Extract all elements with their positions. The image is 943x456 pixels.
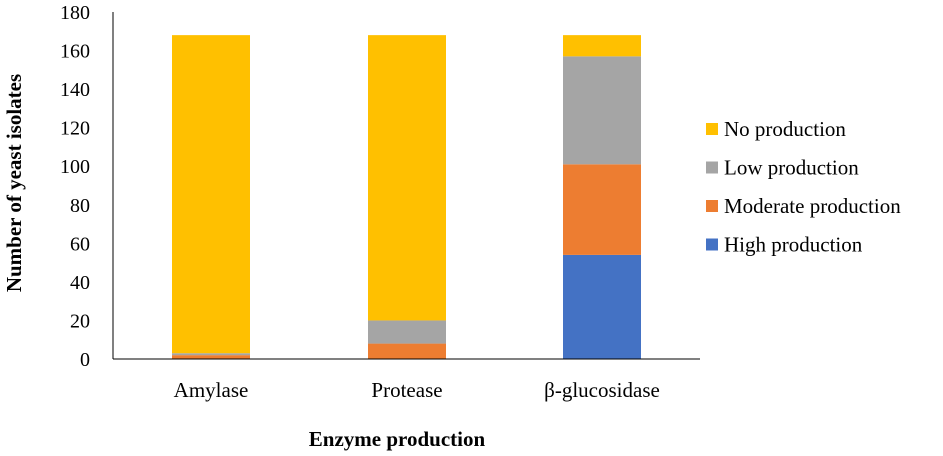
legend-swatch (706, 123, 718, 135)
y-tick-label: 140 (60, 79, 90, 101)
y-tick-label: 160 (60, 41, 90, 63)
legend-swatch (706, 161, 718, 174)
y-tick-label: 0 (80, 349, 90, 371)
legend-label: No production (724, 117, 846, 141)
y-tick-label: 40 (70, 272, 90, 294)
bar-segment (563, 164, 641, 255)
bar-segment (563, 35, 641, 57)
bar-segment (368, 320, 446, 344)
legend-label: High production (724, 233, 863, 257)
bar-segment (172, 35, 250, 354)
bars-layer (172, 35, 641, 359)
y-axis-title: Number of yeast isolates (2, 74, 26, 292)
y-tick-label: 100 (60, 156, 90, 178)
legend-swatch (706, 238, 718, 251)
bar-segment (563, 254, 641, 359)
legend-label: Moderate production (724, 194, 901, 218)
bar-segment (368, 343, 446, 359)
x-category-label: Protease (371, 378, 442, 402)
bar-segment (368, 35, 446, 321)
x-axis-title: Enzyme production (309, 427, 486, 451)
y-tick-labels: 0 20 40 60 80 100 120 140 160 180 (60, 2, 90, 371)
y-tick-label: 80 (70, 195, 90, 217)
y-tick-label: 120 (60, 118, 90, 140)
x-category-labels: Amylase Protease β-glucosidase (174, 378, 660, 402)
bar-segment (172, 353, 250, 356)
bar-segment (563, 56, 641, 165)
x-category-label: β-glucosidase (544, 378, 660, 402)
legend-label: Low production (724, 156, 859, 180)
bar-segment (172, 355, 250, 359)
legend-swatch (706, 200, 718, 212)
x-category-label: Amylase (174, 378, 249, 402)
legend: No production Low production Moderate prod… (706, 117, 901, 257)
y-tick-label: 180 (60, 2, 90, 24)
y-tick-label: 20 (70, 310, 90, 332)
y-tick-label: 60 (70, 233, 90, 255)
